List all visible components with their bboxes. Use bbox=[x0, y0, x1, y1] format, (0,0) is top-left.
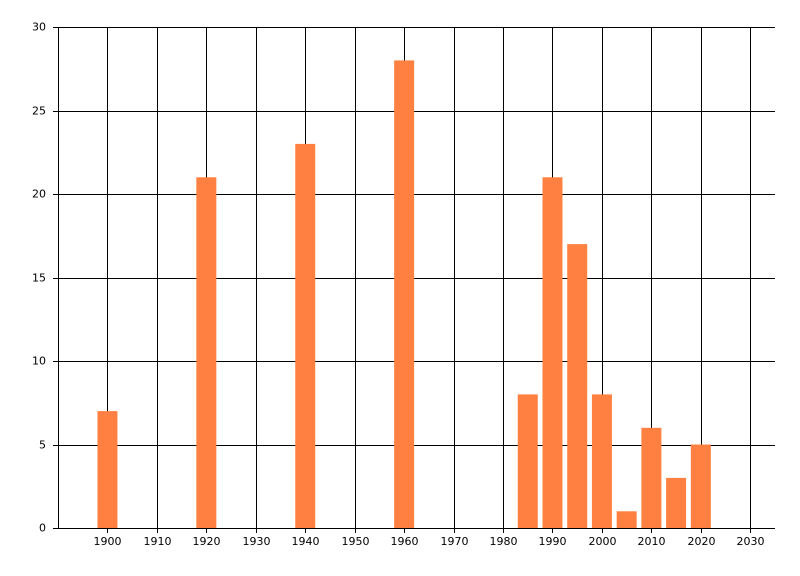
y-tick-label: 20 bbox=[32, 188, 46, 201]
x-tick-label: 2030 bbox=[737, 535, 765, 548]
bar bbox=[97, 411, 118, 528]
bar bbox=[295, 143, 316, 528]
x-tick-label: 1950 bbox=[342, 535, 370, 548]
y-tick-label: 15 bbox=[32, 272, 46, 285]
bar bbox=[641, 427, 662, 528]
x-tick-label: 1980 bbox=[490, 535, 518, 548]
x-tick-label: 1900 bbox=[94, 535, 122, 548]
bar bbox=[666, 477, 687, 528]
x-tick-label: 1920 bbox=[193, 535, 221, 548]
x-tick-label: 1940 bbox=[292, 535, 320, 548]
x-tick-label: 2000 bbox=[589, 535, 617, 548]
bar bbox=[616, 511, 637, 528]
bar bbox=[542, 177, 563, 529]
x-tick-label: 1930 bbox=[243, 535, 271, 548]
y-tick-label: 0 bbox=[39, 522, 46, 535]
bar bbox=[567, 244, 588, 528]
bar bbox=[394, 60, 415, 529]
x-tick-label: 1910 bbox=[144, 535, 172, 548]
bar bbox=[517, 394, 538, 528]
bar bbox=[196, 177, 217, 529]
x-tick-label: 1990 bbox=[539, 535, 567, 548]
x-tick-label: 2020 bbox=[688, 535, 716, 548]
y-tick-label: 10 bbox=[32, 355, 46, 368]
bar bbox=[591, 394, 612, 528]
bar bbox=[690, 444, 711, 528]
x-tick-label: 2010 bbox=[638, 535, 666, 548]
y-tick-label: 25 bbox=[32, 105, 46, 118]
y-tick-label: 5 bbox=[39, 439, 46, 452]
x-tick-label: 1970 bbox=[441, 535, 469, 548]
y-tick-label: 30 bbox=[32, 21, 46, 34]
x-tick-label: 1960 bbox=[391, 535, 419, 548]
